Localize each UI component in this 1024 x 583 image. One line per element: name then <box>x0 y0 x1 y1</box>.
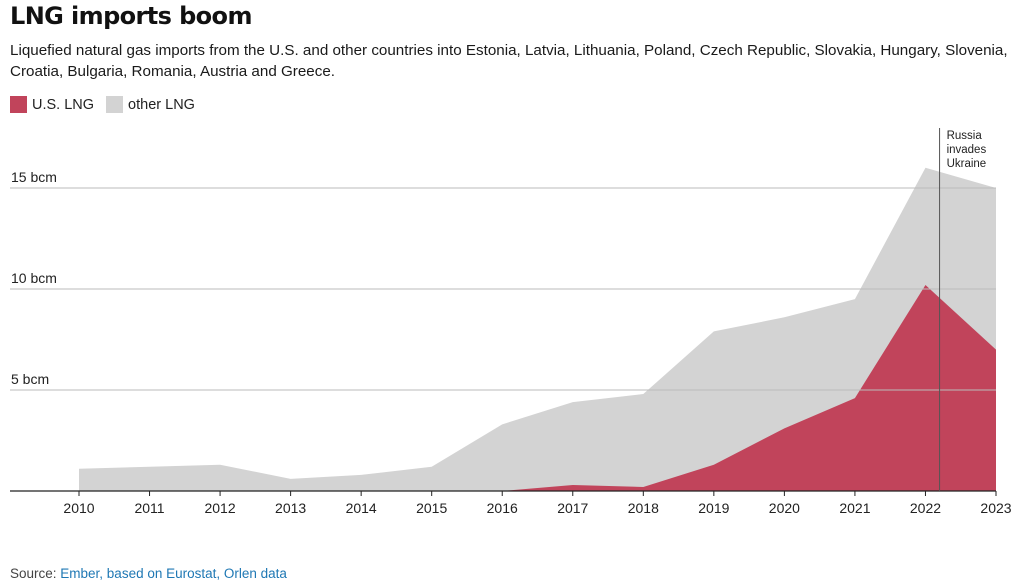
y-tick-label: 5 bcm <box>11 371 49 387</box>
legend-label-other: other LNG <box>128 96 195 113</box>
x-tick-label: 2013 <box>275 500 306 516</box>
x-tick-label: 2010 <box>63 500 94 516</box>
area-us-lng <box>79 284 996 491</box>
x-tick-label: 2016 <box>487 500 518 516</box>
annotation-text: Russia <box>947 130 983 142</box>
legend-item-us: U.S. LNG <box>10 96 94 113</box>
x-tick-label: 2011 <box>134 500 164 516</box>
x-tick-label: 2018 <box>628 500 659 516</box>
area-other-lng <box>79 167 996 492</box>
x-tick-label: 2019 <box>698 500 729 516</box>
x-tick-label: 2015 <box>416 500 447 516</box>
x-tick-label: 2022 <box>910 500 941 516</box>
y-tick-label: 10 bcm <box>11 270 57 286</box>
x-tick-label: 2023 <box>980 500 1011 516</box>
chart-title: LNG imports boom <box>10 2 252 30</box>
annotation-text: Ukraine <box>947 158 987 170</box>
legend-swatch-us <box>10 96 27 113</box>
chart-subtitle: Liquefied natural gas imports from the U… <box>10 42 1008 80</box>
source-line: Source: Ember, based on Eurostat, Orlen … <box>10 566 287 581</box>
source-link[interactable]: Ember, based on Eurostat, Orlen data <box>60 566 287 581</box>
chart-annotation: Russia invades Ukraine <box>939 128 987 491</box>
legend-label-us: U.S. LNG <box>32 96 95 113</box>
annotation-text: invades <box>947 144 987 156</box>
x-tick-label: 2017 <box>557 500 588 516</box>
source-prefix: Source: <box>10 566 61 581</box>
x-tick-label: 2012 <box>204 500 235 516</box>
legend-swatch-other <box>106 96 124 113</box>
chart-axis: 2010 2011 2012 2013 2014 2015 2016 2017 2018 2019… <box>10 490 1012 516</box>
legend-item-other: other LNG <box>106 96 195 113</box>
chart-gridlines: 5 bcm 10 bcm 15 bcm <box>10 169 996 391</box>
y-tick-label: 15 bcm <box>11 169 57 185</box>
x-tick-label: 2021 <box>839 500 870 516</box>
chart-areas <box>79 167 996 492</box>
x-tick-label: 2020 <box>769 500 800 516</box>
x-tick-label: 2014 <box>346 500 377 516</box>
legend: U.S. LNG other LNG <box>10 96 207 113</box>
